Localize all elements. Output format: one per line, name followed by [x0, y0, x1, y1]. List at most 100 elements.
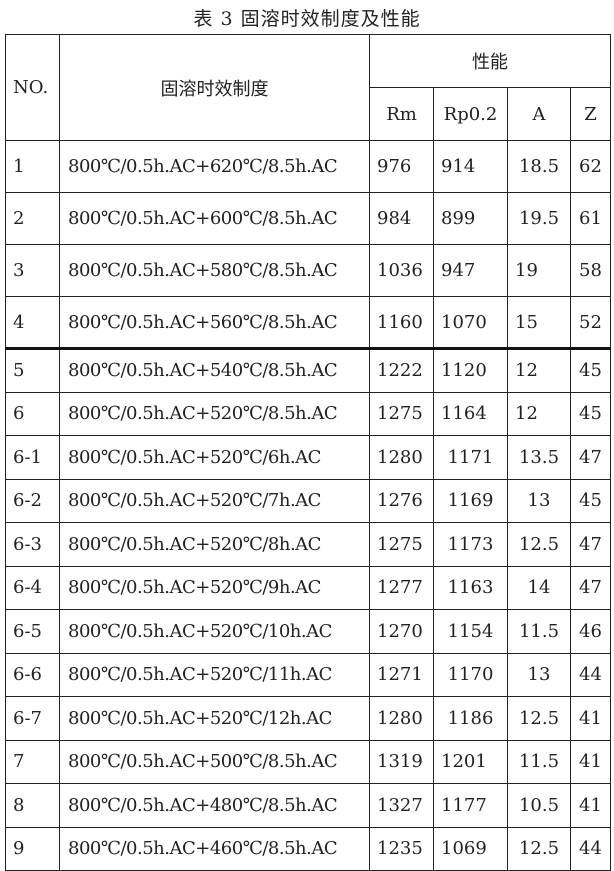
table-row: 6-1 800℃/0.5h.AC+520℃/6h.AC 1280 1171 13.5 47 [5, 435, 611, 480]
cell-no: 6-2 [5, 478, 60, 523]
cell-rm: 1275 [369, 391, 434, 436]
cell-rp: 1120 [433, 348, 508, 393]
table-row: 8 800℃/0.5h.AC+480℃/8.5h.AC 1327 1177 10.5 41 [5, 783, 611, 828]
cell-rp: 1170 [433, 652, 508, 697]
cell-rm: 984 [369, 192, 434, 245]
header-a: A [507, 87, 571, 141]
cell-rp: 899 [433, 192, 508, 245]
cell-no: 1 [5, 140, 60, 193]
cell-regime: 800℃/0.5h.AC+620℃/8.5h.AC [59, 140, 370, 193]
cell-rp: 1163 [433, 565, 508, 610]
cell-rm: 1036 [369, 244, 434, 297]
cell-no: 8 [5, 783, 60, 828]
cell-rp: 1154 [433, 609, 508, 654]
cell-regime: 800℃/0.5h.AC+520℃/12h.AC [59, 696, 370, 741]
cell-regime: 800℃/0.5h.AC+580℃/8.5h.AC [59, 244, 370, 297]
table-row: 7 800℃/0.5h.AC+500℃/8.5h.AC 1319 1201 11.5 41 [5, 739, 611, 784]
cell-regime: 800℃/0.5h.AC+600℃/8.5h.AC [59, 192, 370, 245]
cell-no: 6-3 [5, 522, 60, 567]
header-properties: 性能 [369, 34, 611, 88]
cell-no: 9 [5, 826, 60, 871]
cell-no: 5 [5, 348, 60, 393]
table-row: 4 800℃/0.5h.AC+560℃/8.5h.AC 1160 1070 15 52 [5, 296, 611, 350]
cell-rp: 1173 [433, 522, 508, 567]
cell-no: 6-1 [5, 435, 60, 480]
cell-regime: 800℃/0.5h.AC+500℃/8.5h.AC [59, 739, 370, 784]
cell-no: 6 [5, 391, 60, 436]
cell-a: 10.5 [507, 783, 571, 828]
cell-a: 12 [507, 391, 571, 436]
cell-a: 13 [507, 652, 571, 697]
cell-no: 6-4 [5, 565, 60, 610]
cell-rp: 1171 [433, 435, 508, 480]
cell-rm: 976 [369, 140, 434, 193]
cell-rp: 1169 [433, 478, 508, 523]
cell-rm: 1280 [369, 435, 434, 480]
cell-rm: 1271 [369, 652, 434, 697]
cell-z: 47 [570, 565, 611, 610]
cell-no: 2 [5, 192, 60, 245]
table-row: 6-7 800℃/0.5h.AC+520℃/12h.AC 1280 1186 12.5 4… [5, 696, 611, 741]
table-title: 表 3 固溶时效制度及性能 [193, 8, 421, 30]
cell-z: 46 [570, 609, 611, 654]
cell-no: 4 [5, 296, 60, 350]
cell-no: 6-6 [5, 652, 60, 697]
cell-z: 45 [570, 348, 611, 393]
cell-a: 12.5 [507, 522, 571, 567]
cell-rm: 1275 [369, 522, 434, 567]
cell-z: 58 [570, 244, 611, 297]
header-rm: Rm [369, 87, 434, 141]
cell-z: 44 [570, 826, 611, 871]
properties-table: NO. 固溶时效制度 性能 Rm Rp0.2 A Z 1 800℃/0.5h.AC… [5, 34, 611, 871]
cell-regime: 800℃/0.5h.AC+460℃/8.5h.AC [59, 826, 370, 871]
cell-a: 18.5 [507, 140, 571, 193]
cell-regime: 800℃/0.5h.AC+520℃/10h.AC [59, 609, 370, 654]
cell-regime: 800℃/0.5h.AC+520℃/8.5h.AC [59, 391, 370, 436]
cell-rp: 947 [433, 244, 508, 297]
cell-z: 47 [570, 522, 611, 567]
cell-rp: 1186 [433, 696, 508, 741]
cell-rp: 914 [433, 140, 508, 193]
cell-z: 44 [570, 652, 611, 697]
header-z: Z [570, 87, 611, 141]
table-row: 6-6 800℃/0.5h.AC+520℃/11h.AC 1271 1170 13 44 [5, 652, 611, 697]
cell-z: 61 [570, 192, 611, 245]
cell-z: 45 [570, 478, 611, 523]
cell-z: 62 [570, 140, 611, 193]
table-row: 5 800℃/0.5h.AC+540℃/8.5h.AC 1222 1120 12 45 [5, 348, 611, 393]
cell-z: 41 [570, 696, 611, 741]
table-row: 6-3 800℃/0.5h.AC+520℃/8h.AC 1275 1173 12.5 47 [5, 522, 611, 567]
cell-z: 41 [570, 739, 611, 784]
cell-regime: 800℃/0.5h.AC+540℃/8.5h.AC [59, 348, 370, 393]
cell-z: 41 [570, 783, 611, 828]
cell-rm: 1327 [369, 783, 434, 828]
cell-z: 45 [570, 391, 611, 436]
header-regime: 固溶时效制度 [59, 34, 370, 141]
cell-a: 13.5 [507, 435, 571, 480]
cell-rp: 1070 [433, 296, 508, 350]
cell-no: 7 [5, 739, 60, 784]
table-row: 6-4 800℃/0.5h.AC+520℃/9h.AC 1277 1163 14 47 [5, 565, 611, 610]
cell-no: 6-5 [5, 609, 60, 654]
table-row: 6-5 800℃/0.5h.AC+520℃/10h.AC 1270 1154 11.5 4… [5, 609, 611, 654]
cell-rm: 1319 [369, 739, 434, 784]
table-row: 2 800℃/0.5h.AC+600℃/8.5h.AC 984 899 19.5 61 [5, 192, 611, 245]
table-row: 1 800℃/0.5h.AC+620℃/8.5h.AC 976 914 18.5 62 [5, 140, 611, 193]
table-row: 9 800℃/0.5h.AC+460℃/8.5h.AC 1235 1069 12.5 44 [5, 826, 611, 871]
cell-a: 11.5 [507, 739, 571, 784]
cell-a: 14 [507, 565, 571, 610]
cell-z: 52 [570, 296, 611, 350]
cell-regime: 800℃/0.5h.AC+520℃/6h.AC [59, 435, 370, 480]
cell-rp: 1069 [433, 826, 508, 871]
cell-a: 11.5 [507, 609, 571, 654]
cell-no: 6-7 [5, 696, 60, 741]
header-no: NO. [5, 34, 60, 141]
cell-rm: 1276 [369, 478, 434, 523]
cell-rm: 1222 [369, 348, 434, 393]
cell-rp: 1164 [433, 391, 508, 436]
cell-rm: 1277 [369, 565, 434, 610]
cell-regime: 800℃/0.5h.AC+520℃/9h.AC [59, 565, 370, 610]
cell-rp: 1201 [433, 739, 508, 784]
cell-regime: 800℃/0.5h.AC+560℃/8.5h.AC [59, 296, 370, 350]
header-rp: Rp0.2 [433, 87, 508, 141]
